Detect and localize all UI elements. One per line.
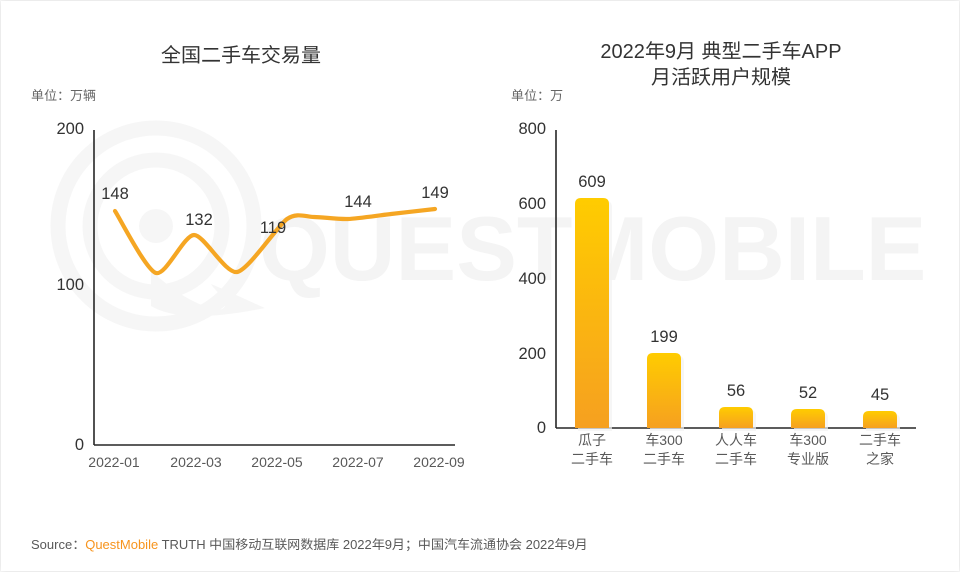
- svg-text:二手车: 二手车: [643, 451, 685, 467]
- svg-text:56: 56: [727, 382, 745, 400]
- svg-text:200: 200: [56, 120, 84, 138]
- svg-text:2022-05: 2022-05: [251, 454, 303, 470]
- svg-text:人人车: 人人车: [715, 432, 757, 448]
- svg-text:二手车: 二手车: [715, 451, 757, 467]
- svg-text:专业版: 专业版: [787, 451, 829, 467]
- svg-text:2022-01: 2022-01: [88, 454, 140, 470]
- svg-text:二手车: 二手车: [859, 432, 901, 448]
- svg-text:0: 0: [75, 436, 84, 454]
- svg-text:100: 100: [56, 276, 84, 294]
- svg-text:144: 144: [344, 193, 372, 211]
- svg-text:2022-09: 2022-09: [413, 454, 465, 470]
- svg-text:瓜子: 瓜子: [578, 432, 606, 448]
- svg-text:149: 149: [421, 184, 449, 202]
- svg-text:148: 148: [101, 185, 129, 203]
- svg-text:45: 45: [871, 386, 889, 404]
- svg-text:119: 119: [260, 219, 286, 237]
- svg-text:199: 199: [650, 328, 678, 346]
- svg-text:之家: 之家: [866, 451, 894, 467]
- svg-text:0: 0: [537, 419, 546, 437]
- svg-text:600: 600: [518, 195, 546, 213]
- svg-text:二手车: 二手车: [571, 451, 613, 467]
- svg-text:2022-07: 2022-07: [332, 454, 384, 470]
- svg-text:车300: 车300: [789, 432, 827, 448]
- svg-text:800: 800: [518, 120, 546, 138]
- svg-text:2022-03: 2022-03: [170, 454, 222, 470]
- svg-text:车300: 车300: [645, 432, 683, 448]
- svg-text:609: 609: [578, 173, 606, 191]
- svg-text:52: 52: [799, 384, 817, 402]
- svg-text:200: 200: [518, 345, 546, 363]
- svg-text:132: 132: [185, 211, 213, 229]
- svg-text:400: 400: [518, 270, 546, 288]
